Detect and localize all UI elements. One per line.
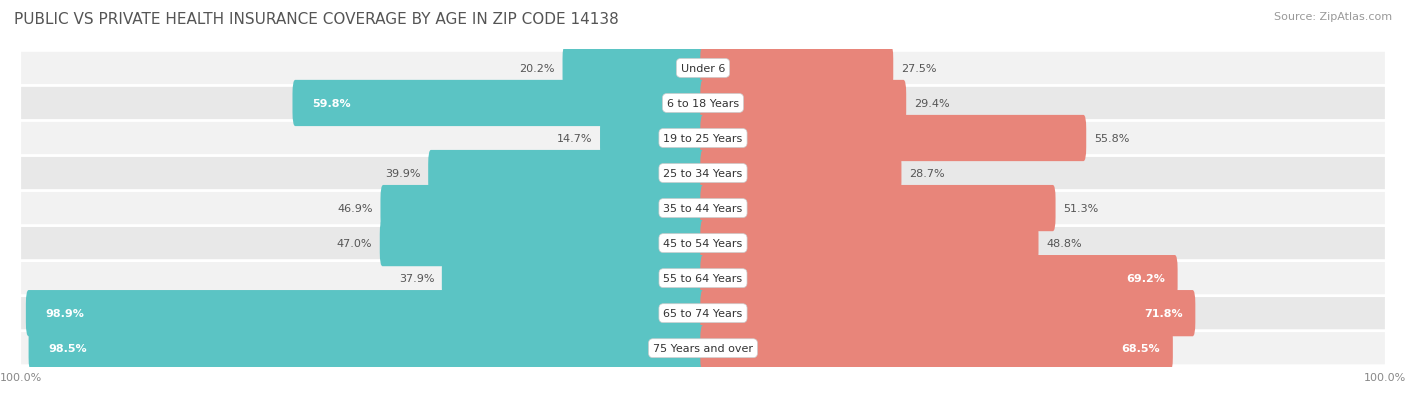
Text: 98.5%: 98.5% bbox=[48, 343, 87, 354]
FancyBboxPatch shape bbox=[28, 325, 706, 371]
Text: 35 to 44 Years: 35 to 44 Years bbox=[664, 204, 742, 214]
Text: 25 to 34 Years: 25 to 34 Years bbox=[664, 169, 742, 178]
Text: 14.7%: 14.7% bbox=[557, 134, 592, 144]
Text: 51.3%: 51.3% bbox=[1063, 204, 1098, 214]
Text: 75 Years and over: 75 Years and over bbox=[652, 343, 754, 354]
Text: 20.2%: 20.2% bbox=[520, 64, 555, 74]
FancyBboxPatch shape bbox=[21, 192, 1385, 225]
Text: 68.5%: 68.5% bbox=[1121, 343, 1160, 354]
Text: PUBLIC VS PRIVATE HEALTH INSURANCE COVERAGE BY AGE IN ZIP CODE 14138: PUBLIC VS PRIVATE HEALTH INSURANCE COVER… bbox=[14, 12, 619, 27]
Text: 98.9%: 98.9% bbox=[45, 309, 84, 318]
FancyBboxPatch shape bbox=[21, 123, 1385, 155]
Text: 48.8%: 48.8% bbox=[1046, 239, 1081, 249]
FancyBboxPatch shape bbox=[21, 332, 1385, 364]
FancyBboxPatch shape bbox=[700, 290, 1195, 337]
Text: 28.7%: 28.7% bbox=[908, 169, 945, 178]
FancyBboxPatch shape bbox=[381, 185, 706, 232]
FancyBboxPatch shape bbox=[700, 255, 1178, 301]
FancyBboxPatch shape bbox=[700, 151, 901, 197]
FancyBboxPatch shape bbox=[292, 81, 706, 127]
Text: 27.5%: 27.5% bbox=[901, 64, 936, 74]
FancyBboxPatch shape bbox=[21, 53, 1385, 85]
Text: 59.8%: 59.8% bbox=[312, 99, 352, 109]
Text: 65 to 74 Years: 65 to 74 Years bbox=[664, 309, 742, 318]
FancyBboxPatch shape bbox=[441, 255, 706, 301]
FancyBboxPatch shape bbox=[562, 46, 706, 92]
Text: 45 to 54 Years: 45 to 54 Years bbox=[664, 239, 742, 249]
Text: Under 6: Under 6 bbox=[681, 64, 725, 74]
FancyBboxPatch shape bbox=[25, 290, 706, 337]
FancyBboxPatch shape bbox=[700, 325, 1173, 371]
FancyBboxPatch shape bbox=[21, 157, 1385, 190]
FancyBboxPatch shape bbox=[21, 88, 1385, 120]
Text: 6 to 18 Years: 6 to 18 Years bbox=[666, 99, 740, 109]
FancyBboxPatch shape bbox=[700, 46, 893, 92]
FancyBboxPatch shape bbox=[700, 81, 907, 127]
Text: 69.2%: 69.2% bbox=[1126, 273, 1164, 283]
FancyBboxPatch shape bbox=[21, 297, 1385, 330]
FancyBboxPatch shape bbox=[700, 116, 1087, 162]
FancyBboxPatch shape bbox=[21, 228, 1385, 260]
FancyBboxPatch shape bbox=[380, 221, 706, 266]
Text: 37.9%: 37.9% bbox=[399, 273, 434, 283]
FancyBboxPatch shape bbox=[600, 116, 706, 162]
Text: 55.8%: 55.8% bbox=[1094, 134, 1129, 144]
FancyBboxPatch shape bbox=[700, 221, 1039, 266]
Text: 71.8%: 71.8% bbox=[1143, 309, 1182, 318]
Text: 46.9%: 46.9% bbox=[337, 204, 373, 214]
FancyBboxPatch shape bbox=[700, 185, 1056, 232]
Text: 19 to 25 Years: 19 to 25 Years bbox=[664, 134, 742, 144]
Text: Source: ZipAtlas.com: Source: ZipAtlas.com bbox=[1274, 12, 1392, 22]
Text: 47.0%: 47.0% bbox=[337, 239, 373, 249]
FancyBboxPatch shape bbox=[429, 151, 706, 197]
Text: 29.4%: 29.4% bbox=[914, 99, 949, 109]
Text: 55 to 64 Years: 55 to 64 Years bbox=[664, 273, 742, 283]
Text: 39.9%: 39.9% bbox=[385, 169, 420, 178]
FancyBboxPatch shape bbox=[21, 262, 1385, 294]
